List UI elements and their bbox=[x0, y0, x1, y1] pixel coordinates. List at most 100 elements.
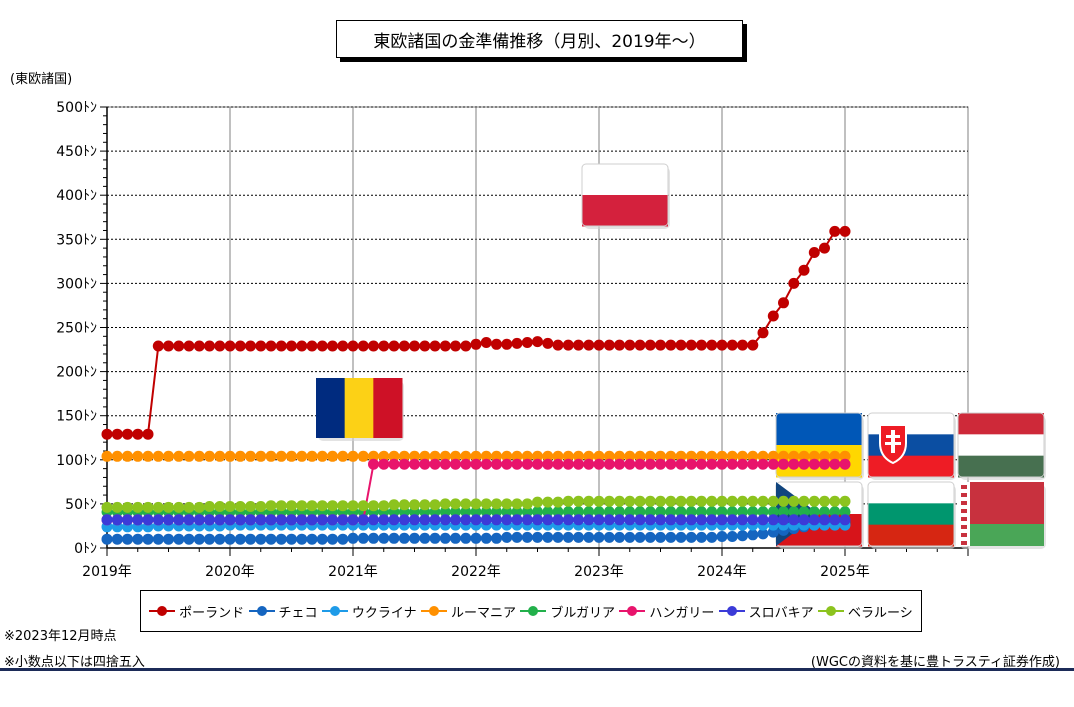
data-point bbox=[593, 458, 605, 470]
legend-label: ブルガリア bbox=[550, 605, 615, 621]
data-point bbox=[173, 450, 185, 462]
data-point bbox=[378, 458, 390, 470]
data-point bbox=[460, 340, 472, 352]
y-tick-label: 300ﾄﾝ bbox=[56, 276, 97, 292]
data-point bbox=[152, 501, 164, 513]
y-tick-label: 200ﾄﾝ bbox=[56, 365, 97, 381]
data-point bbox=[101, 514, 113, 526]
data-point bbox=[398, 532, 410, 544]
legend-marker bbox=[420, 606, 447, 616]
data-point bbox=[778, 495, 789, 507]
chart-title: 東欧諸国の金準備推移（月別、2019年〜） bbox=[336, 20, 743, 58]
data-point bbox=[685, 450, 697, 462]
series-4 bbox=[101, 506, 851, 518]
data-point bbox=[460, 514, 472, 526]
legend-marker bbox=[321, 606, 348, 616]
data-point bbox=[583, 339, 595, 351]
data-point bbox=[419, 499, 431, 511]
data-point bbox=[491, 532, 502, 544]
data-point bbox=[778, 506, 789, 518]
data-point bbox=[511, 506, 523, 518]
data-point bbox=[470, 506, 482, 518]
data-point bbox=[685, 506, 697, 518]
chart-legend: ポーランド チェコ ウクライナ ルーマニア ブルガリア ハンガリー スロバキア ベラルーシ bbox=[140, 590, 922, 632]
data-point bbox=[409, 514, 420, 526]
flag-bulgaria-icon bbox=[867, 481, 956, 549]
data-point bbox=[706, 506, 718, 518]
data-point bbox=[480, 337, 492, 348]
data-point bbox=[183, 450, 195, 462]
data-point bbox=[521, 506, 533, 518]
data-point bbox=[685, 531, 697, 543]
data-point bbox=[665, 506, 677, 518]
data-point bbox=[111, 533, 123, 545]
data-point bbox=[583, 450, 595, 462]
data-point bbox=[132, 428, 144, 440]
data-point bbox=[644, 506, 656, 518]
data-point bbox=[808, 506, 820, 518]
data-point bbox=[634, 531, 646, 543]
data-point bbox=[378, 500, 390, 512]
data-point bbox=[798, 264, 810, 276]
data-point bbox=[675, 531, 687, 543]
data-point bbox=[501, 514, 513, 526]
data-point bbox=[737, 450, 748, 462]
data-point bbox=[470, 458, 482, 470]
data-point bbox=[788, 514, 800, 526]
data-point bbox=[214, 514, 226, 526]
data-point bbox=[562, 339, 574, 351]
data-point bbox=[552, 458, 564, 470]
data-point bbox=[296, 340, 308, 352]
data-point bbox=[193, 340, 205, 352]
data-point bbox=[737, 339, 748, 351]
data-point bbox=[737, 530, 748, 542]
data-point bbox=[819, 458, 830, 470]
data-point bbox=[593, 514, 605, 526]
data-point bbox=[224, 501, 236, 512]
y-tick-label: 450ﾄﾝ bbox=[56, 144, 97, 160]
data-point bbox=[193, 501, 205, 513]
data-point bbox=[327, 340, 338, 352]
data-point bbox=[214, 501, 226, 512]
data-point bbox=[368, 532, 379, 544]
data-point bbox=[450, 458, 461, 470]
data-point bbox=[747, 450, 759, 462]
y-tick-label: 500ﾄﾝ bbox=[56, 100, 97, 116]
data-point bbox=[480, 506, 492, 518]
series-lines bbox=[101, 225, 851, 545]
data-point bbox=[296, 500, 308, 512]
data-point bbox=[419, 450, 431, 462]
data-point bbox=[265, 450, 277, 462]
data-point bbox=[429, 532, 441, 544]
data-point bbox=[316, 500, 328, 512]
legend-label: ポーランド bbox=[179, 605, 245, 621]
data-point bbox=[757, 528, 769, 540]
data-point bbox=[316, 340, 328, 352]
data-point bbox=[286, 340, 297, 352]
data-point bbox=[142, 514, 154, 526]
data-point bbox=[829, 495, 841, 507]
data-point bbox=[327, 514, 338, 526]
data-point bbox=[286, 500, 297, 512]
x-tick-label: 2025年 bbox=[820, 564, 870, 580]
data-point bbox=[614, 531, 625, 543]
data-point bbox=[378, 514, 390, 526]
data-point bbox=[224, 450, 236, 462]
data-point bbox=[193, 514, 205, 526]
data-point bbox=[634, 339, 646, 351]
legend-marker bbox=[619, 606, 646, 616]
data-point bbox=[265, 533, 277, 545]
data-point bbox=[634, 514, 646, 526]
data-point bbox=[419, 458, 431, 470]
data-point bbox=[788, 495, 800, 507]
legend-item: チェコ bbox=[248, 602, 318, 621]
data-point bbox=[747, 495, 759, 507]
data-point bbox=[829, 514, 841, 526]
data-point bbox=[255, 450, 267, 462]
data-point bbox=[347, 500, 359, 512]
data-point bbox=[706, 495, 718, 507]
data-point bbox=[726, 506, 738, 518]
data-point bbox=[706, 339, 718, 351]
data-point bbox=[788, 277, 800, 289]
legend-marker bbox=[718, 606, 745, 616]
